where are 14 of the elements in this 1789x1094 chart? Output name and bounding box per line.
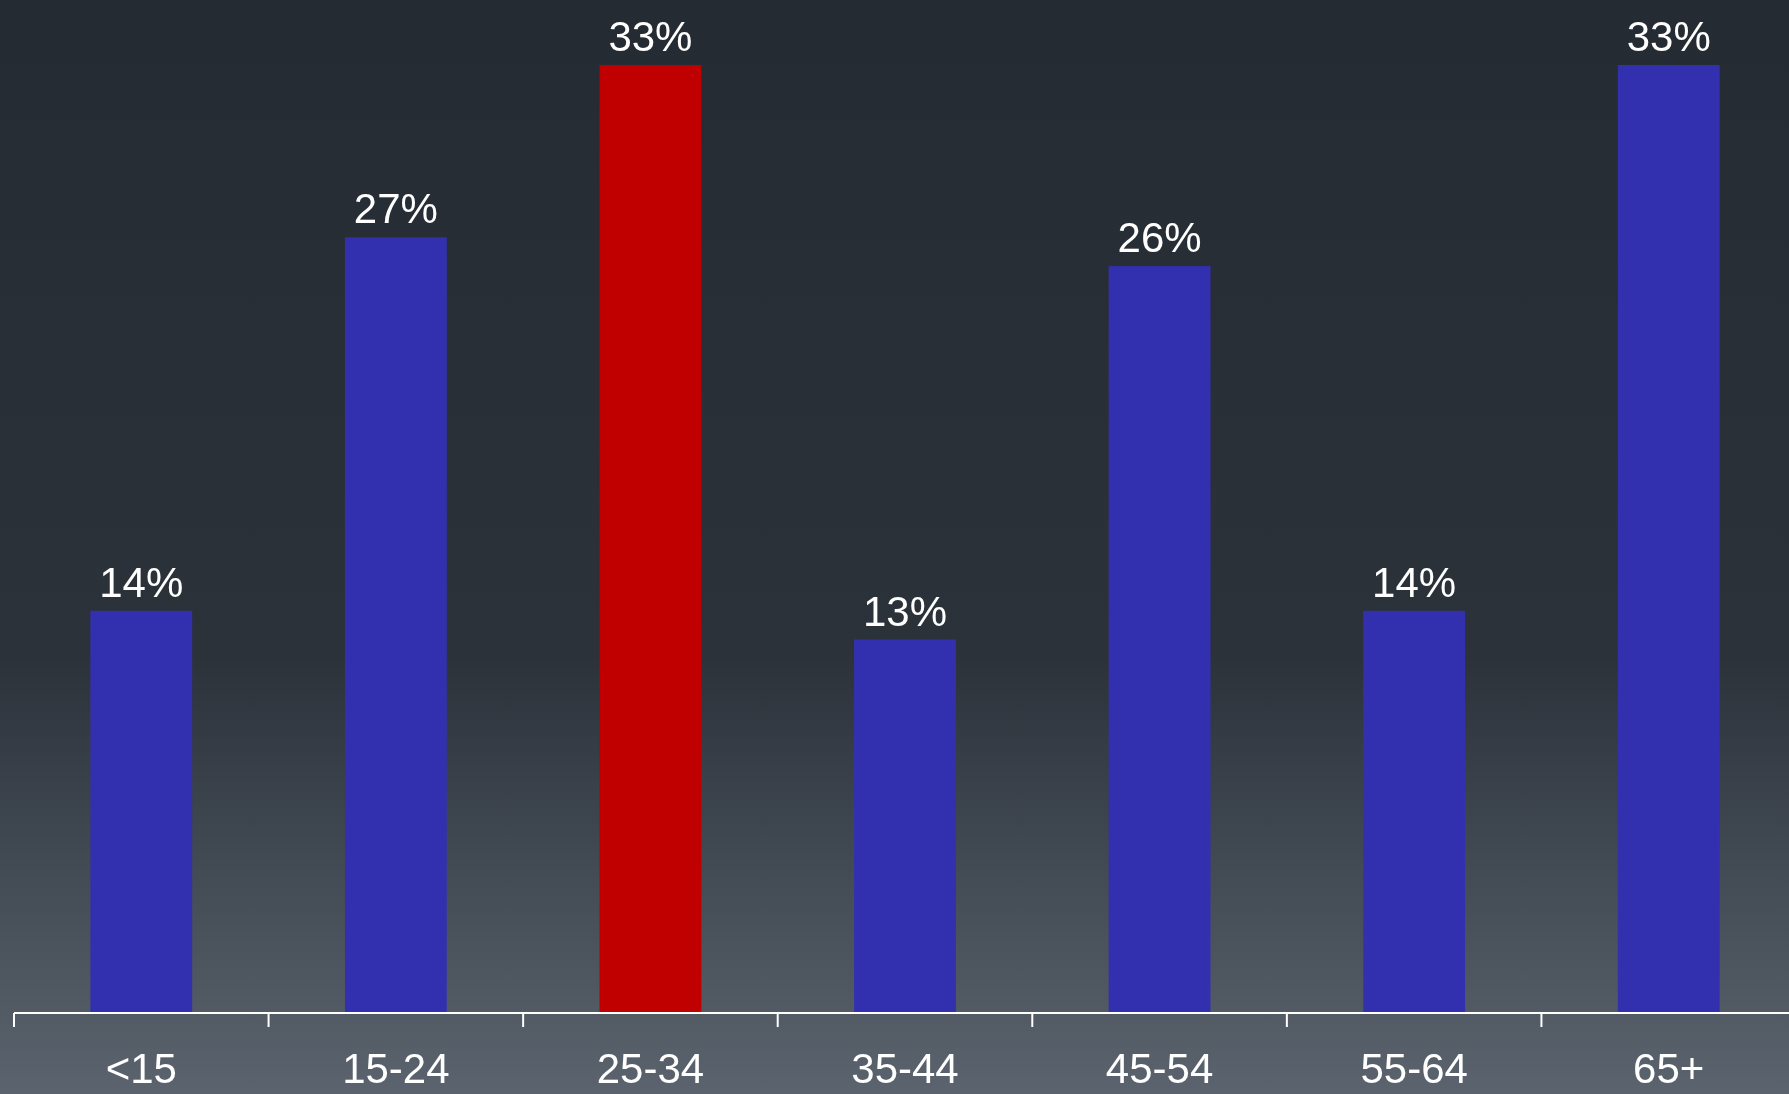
x-tick-label: 45-54 (1105, 1045, 1214, 1092)
data-label: 27% (353, 185, 438, 233)
x-tick-label: <15 (105, 1045, 177, 1092)
data-label: 13% (862, 587, 948, 635)
x-tick-label: 15-24 (342, 1045, 450, 1092)
x-tick-label: 35-44 (851, 1045, 959, 1092)
data-label: 33% (608, 13, 693, 60)
x-tick-label: 25-34 (596, 1045, 705, 1092)
data-label: 26% (1117, 214, 1202, 262)
data-label: 33% (1626, 13, 1711, 60)
data-label: 14% (99, 558, 184, 606)
x-tick-label: 65+ (1633, 1045, 1705, 1092)
data-label: 14% (1372, 558, 1457, 606)
x-tick-label: 55-64 (1360, 1045, 1468, 1092)
